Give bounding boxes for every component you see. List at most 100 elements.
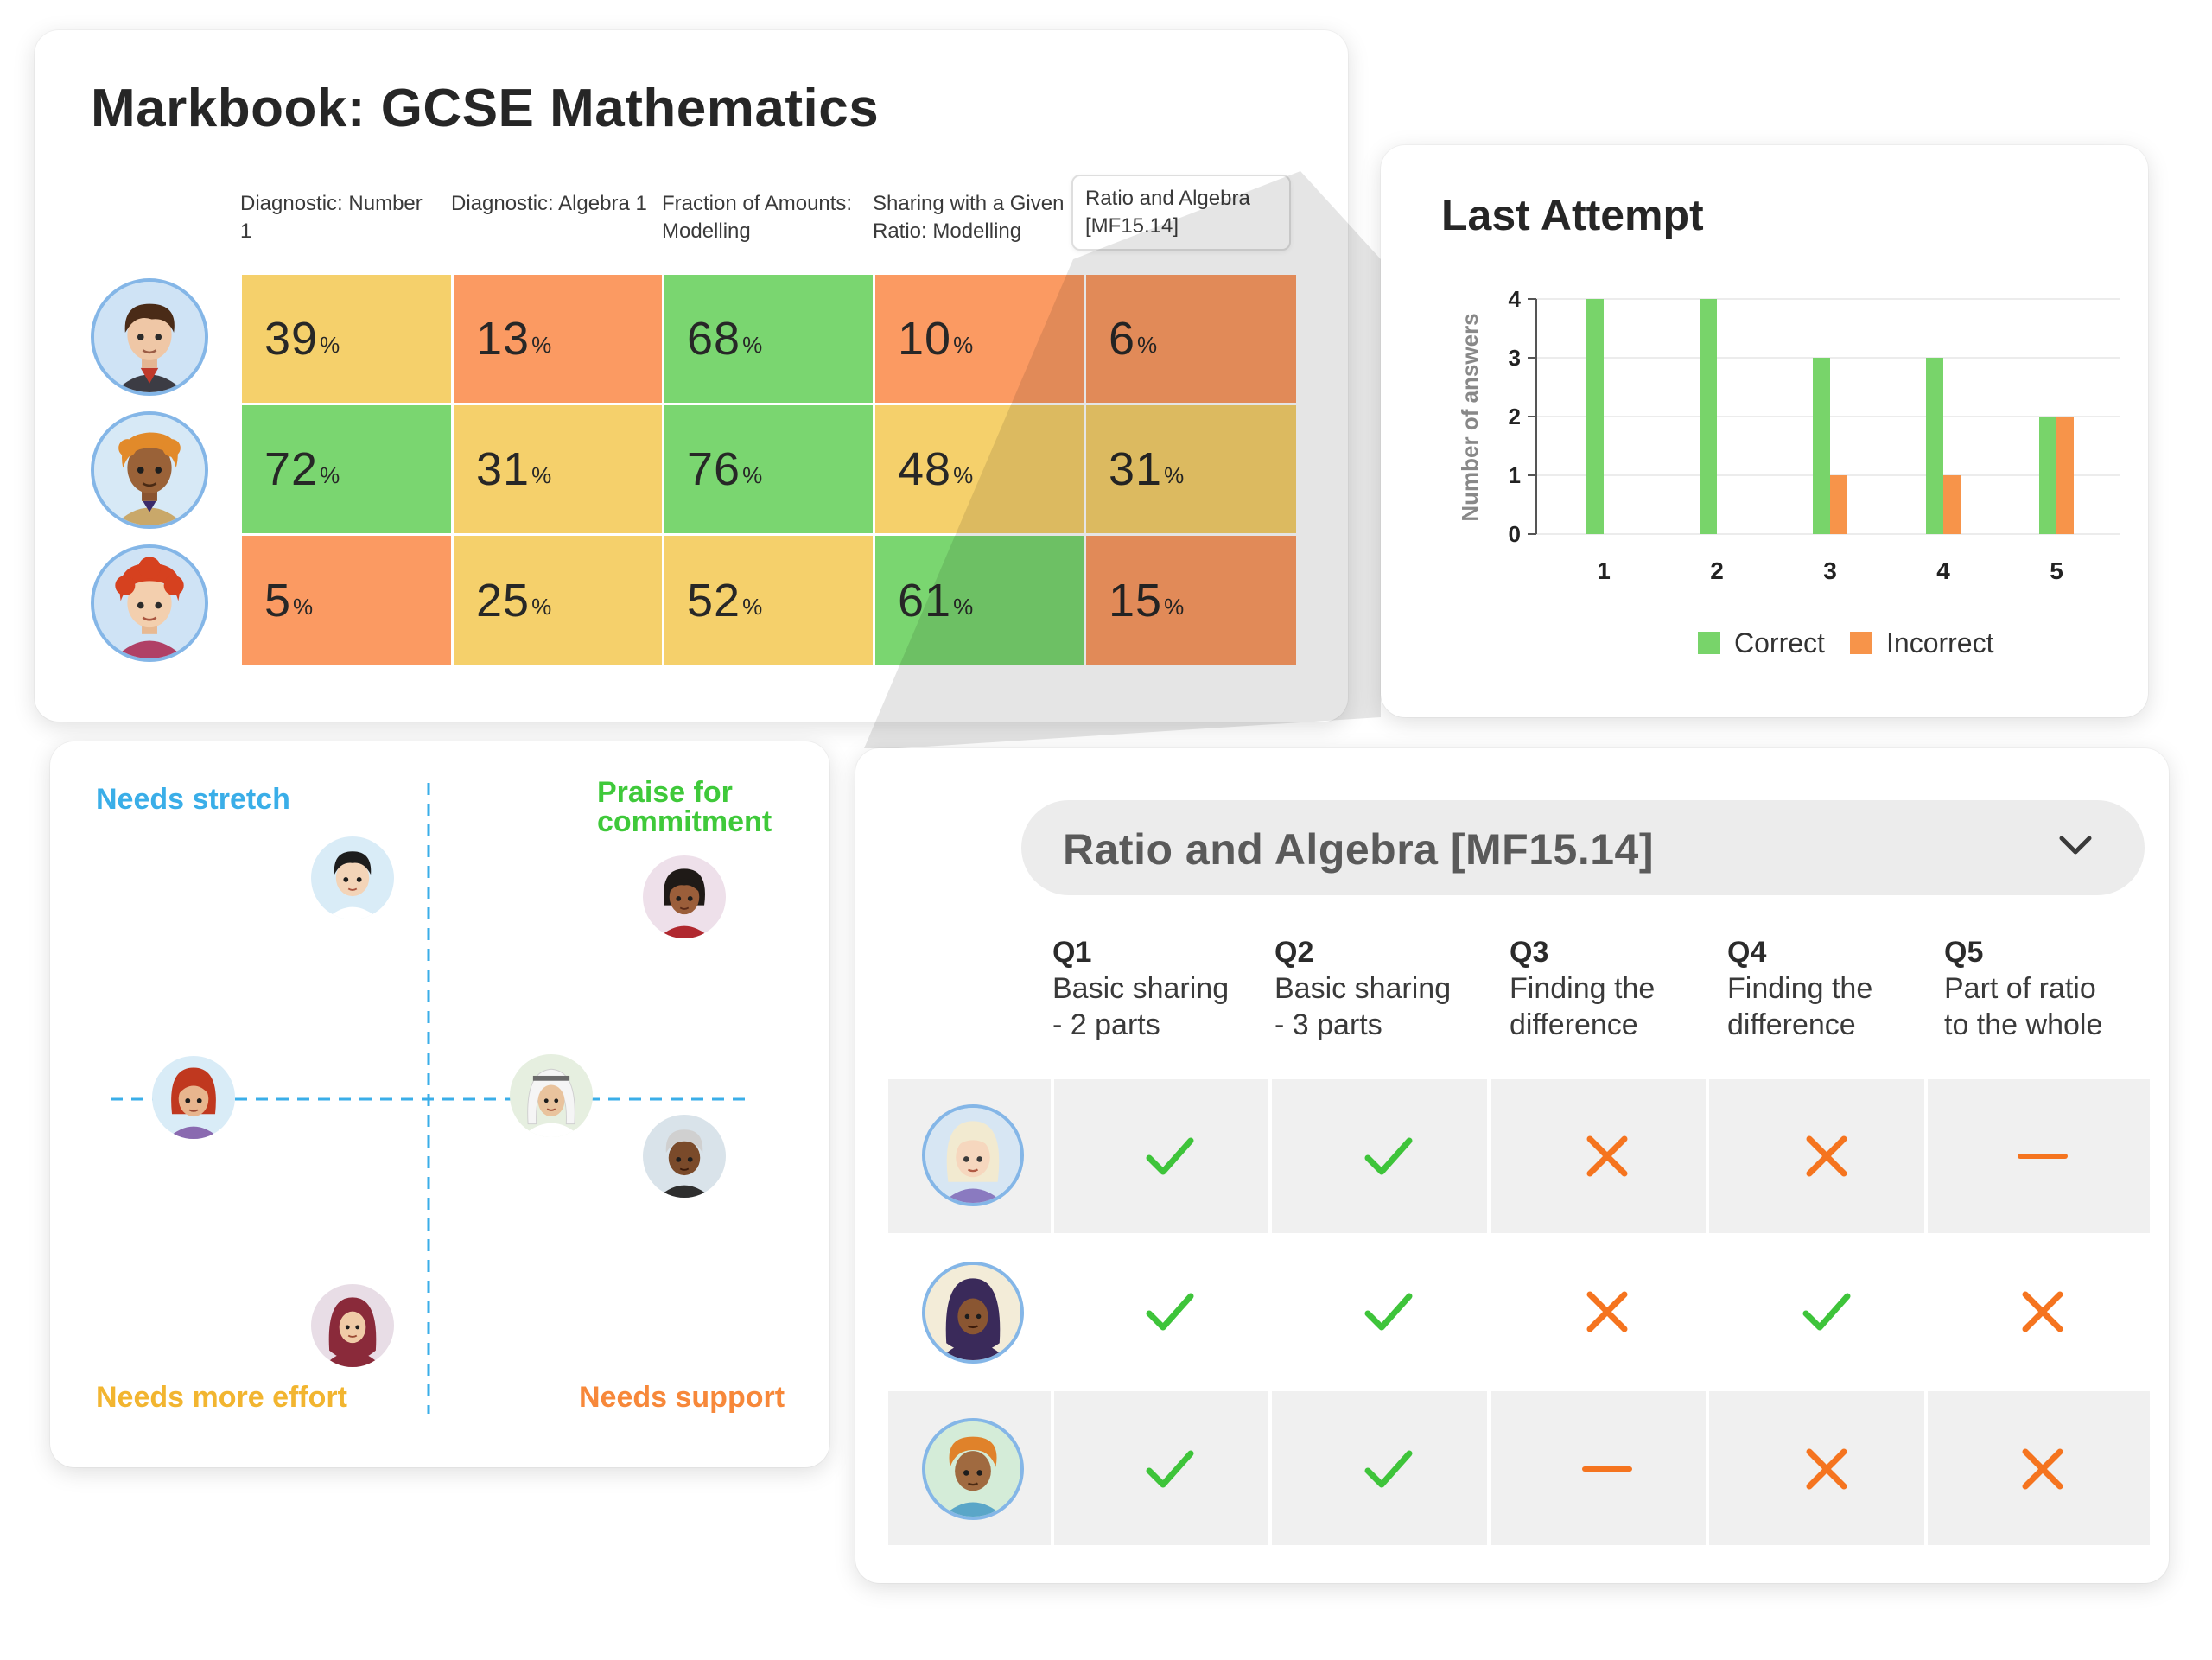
student-avatar[interactable] [922, 1104, 1024, 1206]
cross-icon[interactable] [1799, 1129, 1854, 1184]
score-cell[interactable]: 31% [1086, 405, 1296, 533]
column-header-fraction-of-amounts[interactable]: Fraction of Amounts: Modelling [662, 192, 853, 243]
boy-grey-hair-avatar-icon [643, 1115, 726, 1198]
bar-incorrect-q4 [1943, 475, 1961, 534]
column-header-diagnostic-number[interactable]: Diagnostic: Number 1 [240, 192, 423, 243]
score-cell[interactable]: 39% [242, 275, 451, 403]
cross-icon[interactable] [1799, 1441, 1854, 1497]
question-header-q5: Q5 Part of ratio to the whole [1944, 934, 2102, 1043]
quadrant-student-avatar[interactable] [311, 836, 394, 919]
x-tick-label: 4 [1936, 557, 1950, 584]
score-value: 76 [687, 443, 741, 495]
student-avatar[interactable] [922, 1418, 1024, 1520]
score-cell[interactable]: 5% [242, 536, 451, 665]
score-cell[interactable]: 15% [1086, 536, 1296, 665]
quadrant-student-avatar[interactable] [643, 1115, 726, 1198]
quadrant-student-avatar[interactable] [510, 1054, 593, 1137]
score-cell[interactable]: 10% [875, 275, 1084, 403]
bar-correct-q2 [1700, 299, 1717, 534]
score-cell[interactable]: 61% [875, 536, 1084, 665]
cross-icon[interactable] [1580, 1284, 1635, 1339]
check-icon[interactable] [1799, 1284, 1854, 1339]
score-value: 31 [1109, 443, 1163, 495]
percent-sign: % [953, 331, 974, 358]
legend-label-incorrect: Incorrect [1886, 627, 1994, 658]
not-attempted-icon[interactable] [2015, 1129, 2070, 1184]
check-icon[interactable] [1142, 1441, 1198, 1497]
percent-sign: % [1164, 461, 1185, 488]
percent-sign: % [742, 331, 763, 358]
student-avatar[interactable] [91, 411, 208, 529]
quadrant-student-avatar[interactable] [152, 1056, 235, 1139]
score-value: 10 [898, 313, 952, 365]
check-icon[interactable] [1361, 1284, 1416, 1339]
score-cell[interactable]: 72% [242, 405, 451, 533]
boy-black-hair-avatar-icon [311, 836, 394, 919]
not-attempted-icon[interactable] [1580, 1441, 1635, 1497]
question-desc-line1: Basic sharing [1052, 972, 1230, 1005]
score-value: 15 [1109, 575, 1163, 626]
result-grid-lines [1051, 1079, 1928, 1545]
girl-hijab-dark-avatar-icon [925, 1265, 1020, 1360]
result-row [888, 1079, 2150, 1233]
column-header-ratio-and-algebra[interactable]: Ratio and Algebra [MF15.14] [1071, 175, 1291, 251]
quadrant-student-avatar[interactable] [643, 855, 726, 938]
bar-correct-q5 [2039, 417, 2056, 534]
check-icon[interactable] [1361, 1129, 1416, 1184]
markbook-card: Markbook: GCSE Mathematics Diagnostic: N… [35, 30, 1348, 722]
assessment-dropdown[interactable]: Ratio and Algebra [MF15.14] [1021, 800, 2145, 895]
check-icon[interactable] [1361, 1441, 1416, 1497]
assessment-detail-card: Ratio and Algebra [MF15.14] Q1 Basic shar… [855, 748, 2169, 1583]
score-cell[interactable]: 68% [664, 275, 873, 403]
boy-curly-hair-avatar-icon [94, 415, 205, 525]
score-cell[interactable]: 48% [875, 405, 1084, 533]
score-cell[interactable]: 6% [1086, 275, 1296, 403]
boy-headdress-avatar-icon [510, 1054, 593, 1137]
score-cell[interactable]: 31% [454, 405, 662, 533]
percent-sign: % [953, 461, 974, 488]
score-cell[interactable]: 13% [454, 275, 662, 403]
column-header-sharing-given-ratio[interactable]: Sharing with a Given Ratio: Modelling [873, 192, 1065, 243]
question-desc-line2: - 3 parts [1274, 1008, 1382, 1041]
score-cell[interactable]: 76% [664, 405, 873, 533]
score-value: 25 [476, 575, 531, 626]
score-cell[interactable]: 52% [664, 536, 873, 665]
check-icon[interactable] [1142, 1284, 1198, 1339]
column-header-diagnostic-algebra[interactable]: Diagnostic: Algebra 1 [451, 192, 647, 215]
girl-blonde-avatar-icon [925, 1108, 1020, 1203]
quadrant-label-needs-stretch: Needs stretch [96, 783, 290, 816]
y-tick-label: 2 [1509, 404, 1521, 429]
y-tick-label: 0 [1509, 521, 1521, 547]
cross-icon[interactable] [2015, 1441, 2070, 1497]
legend-swatch-incorrect [1850, 632, 1872, 654]
student-avatar[interactable] [91, 544, 208, 662]
score-cell[interactable]: 25% [454, 536, 662, 665]
question-header-q1: Q1 Basic sharing - 2 parts [1052, 934, 1229, 1043]
quadrant-card: Needs stretch Praise for commitment Need… [50, 741, 830, 1467]
score-value: 48 [898, 443, 952, 495]
student-avatar[interactable] [922, 1262, 1024, 1364]
question-number: Q2 [1274, 936, 1314, 969]
legend-label-correct: Correct [1734, 627, 1825, 658]
bar-correct-q4 [1926, 358, 1943, 534]
question-desc-line2: difference [1510, 1008, 1638, 1041]
quadrant-label-praise: Praise for commitment [597, 778, 772, 836]
percent-sign: % [320, 461, 340, 488]
score-value: 6 [1109, 313, 1136, 365]
question-desc-line1: Finding the [1510, 972, 1656, 1005]
x-tick-label: 5 [2050, 557, 2063, 584]
quadrant-label-needs-more-effort: Needs more effort [96, 1381, 347, 1414]
score-value: 31 [476, 443, 531, 495]
chevron-down-icon[interactable] [2058, 833, 2093, 859]
question-desc-line2: - 2 parts [1052, 1008, 1160, 1041]
percent-sign: % [1164, 593, 1185, 620]
cross-icon[interactable] [2015, 1284, 2070, 1339]
percent-sign: % [742, 593, 763, 620]
student-avatar[interactable] [91, 278, 208, 396]
bar-correct-q1 [1586, 299, 1604, 534]
check-icon[interactable] [1142, 1129, 1198, 1184]
cross-icon[interactable] [1580, 1129, 1635, 1184]
quadrant-student-avatar[interactable] [311, 1284, 394, 1367]
y-tick-label: 3 [1509, 345, 1521, 371]
question-header-q3: Q3 Finding the difference [1510, 934, 1655, 1043]
